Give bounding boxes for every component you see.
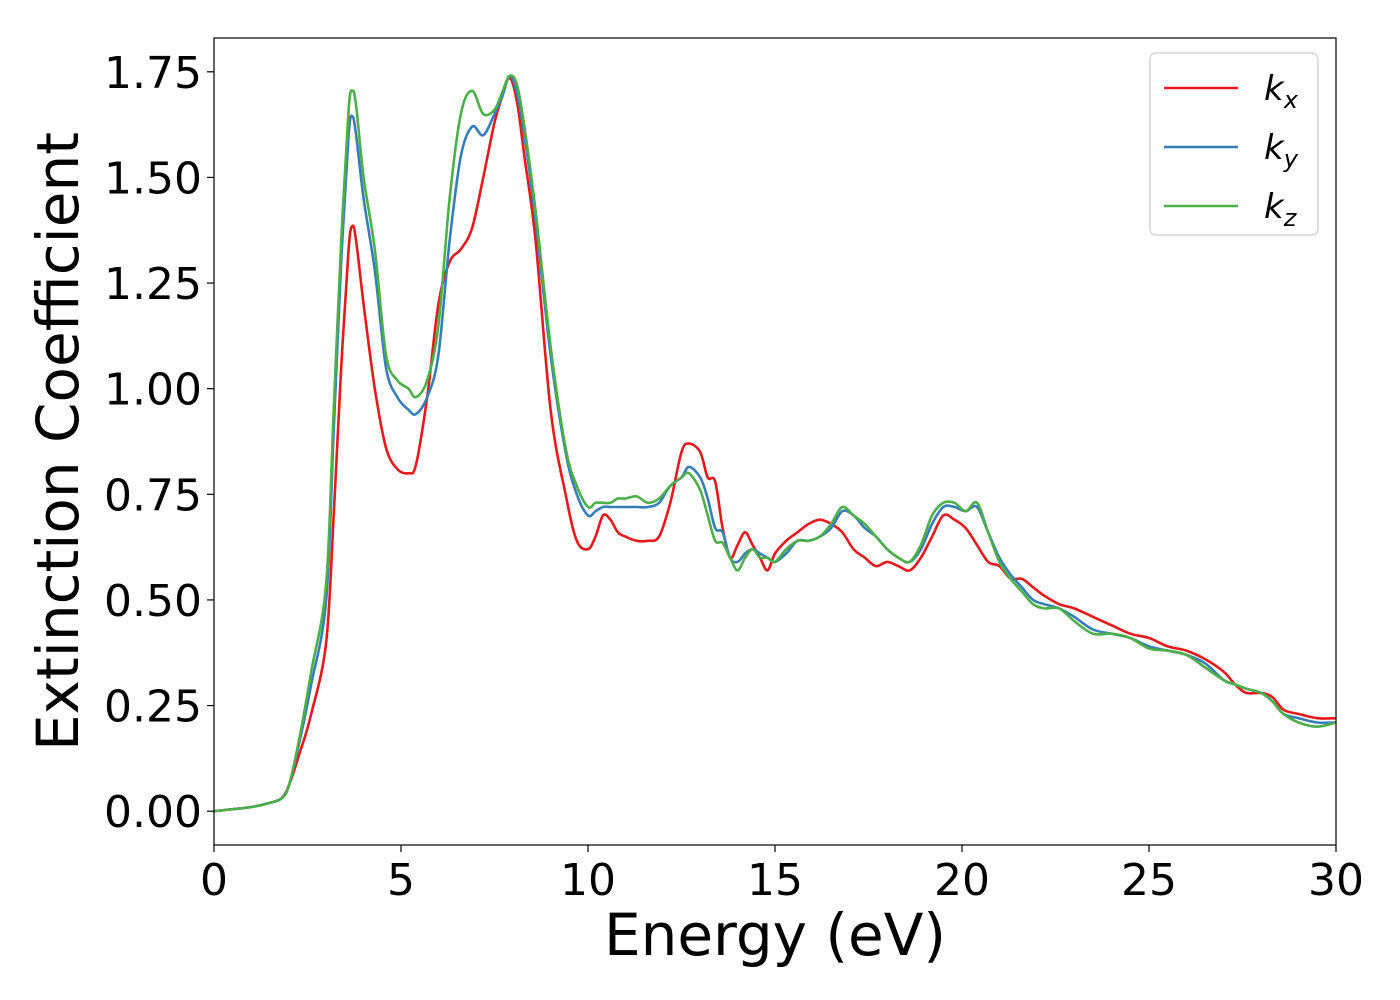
legend-box bbox=[1149, 52, 1319, 236]
series-line-kz bbox=[214, 74, 1336, 813]
x-tick-label: 15 bbox=[747, 855, 803, 906]
x-tick-label: 5 bbox=[387, 855, 415, 906]
y-axis: 0.00 0.25 0.50 0.75 1.00 1.25 1.50 1.75 bbox=[104, 48, 214, 838]
legend-label-subscript: x bbox=[1283, 86, 1299, 114]
x-tick-label: 20 bbox=[934, 855, 990, 906]
series-line-kx bbox=[214, 76, 1336, 813]
legend-label-subscript: y bbox=[1283, 145, 1299, 173]
x-tick-label: 30 bbox=[1308, 855, 1364, 906]
y-tick-label: 1.75 bbox=[104, 48, 202, 99]
y-tick-label: 0.75 bbox=[104, 470, 202, 521]
legend-label-subscript: z bbox=[1283, 204, 1298, 232]
plot-area bbox=[214, 74, 1336, 813]
x-axis: 0 5 10 15 20 25 30 bbox=[200, 845, 1364, 906]
legend-label-base: k bbox=[1264, 69, 1285, 109]
legend-label-kz: kz bbox=[1264, 187, 1298, 232]
legend-label-base: k bbox=[1264, 187, 1285, 227]
y-tick-label: 0.00 bbox=[104, 787, 202, 838]
legend-label-kx: kx bbox=[1264, 69, 1299, 114]
y-tick-label: 0.25 bbox=[104, 682, 202, 733]
legend-label-ky: ky bbox=[1264, 128, 1299, 173]
y-tick-label: 1.00 bbox=[104, 365, 202, 416]
legend-label-base: k bbox=[1264, 128, 1285, 168]
y-tick-label: 1.25 bbox=[104, 259, 202, 310]
y-tick-label: 0.50 bbox=[104, 576, 202, 627]
x-tick-label: 10 bbox=[560, 855, 616, 906]
x-tick-label: 25 bbox=[1121, 855, 1177, 906]
x-axis-title: Energy (eV) bbox=[604, 901, 946, 969]
y-tick-label: 1.50 bbox=[104, 153, 202, 204]
x-tick-label: 0 bbox=[200, 855, 228, 906]
y-axis-title: Extinction Coefficient bbox=[24, 132, 92, 751]
